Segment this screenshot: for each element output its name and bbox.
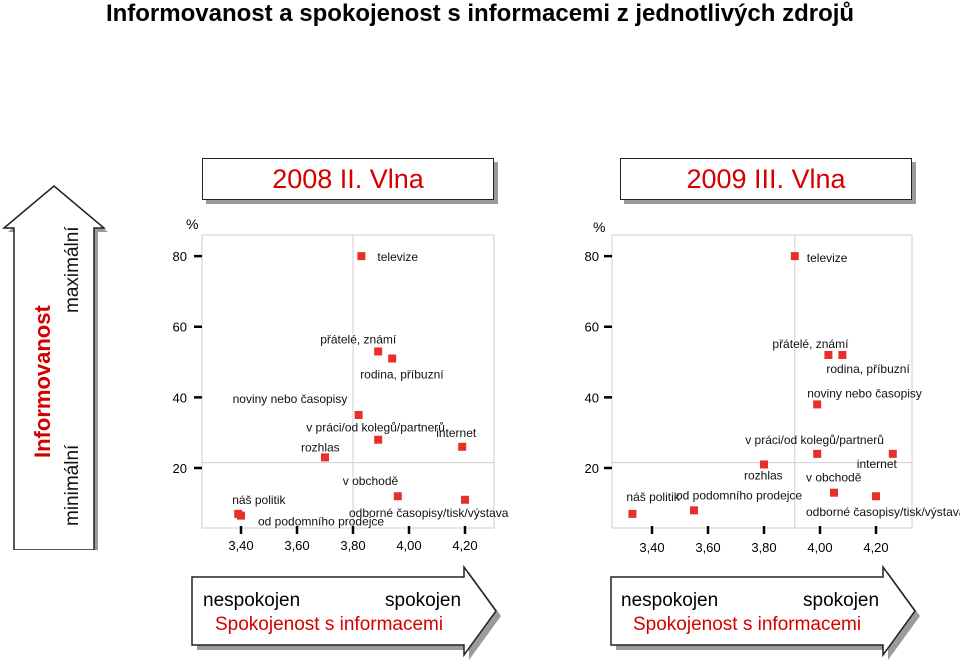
y-unit-label: % [593, 219, 605, 235]
point-label-rozhlas: rozhlas [744, 468, 783, 482]
left-arrow-nespokojen: nespokojen [203, 590, 301, 611]
point-label-noviny-nebo-casopisy: noviny nebo časopisy [233, 392, 348, 406]
plot-frame [611, 234, 913, 529]
page-title: Informovanost a spokojenost s informacem… [105, 0, 855, 27]
point-label-v-obchode: v obchodě [343, 474, 399, 488]
x-tick-label: 3,60 [695, 540, 720, 555]
y-tick-label: 40 [585, 390, 599, 405]
x-tick-label: 4,00 [807, 540, 832, 555]
point-internet [458, 442, 467, 451]
point-label-rodina-pribuzni: rodina, příbuzní [826, 362, 910, 376]
point-label-internet: internet [857, 457, 898, 471]
x-tick-label: 3,60 [284, 538, 309, 553]
point-internet [888, 449, 897, 458]
point-od-podomniho-prodejce [237, 511, 245, 520]
point-label-od-podomniho-prodejce: od podomního prodejce [258, 515, 384, 529]
informovanost-arrow [1, 185, 108, 550]
point-noviny-nebo-casopisy [813, 400, 822, 409]
x-tick-label: 4,20 [863, 540, 888, 555]
point-televize [790, 252, 799, 261]
point-label-rodina-pribuzni: rodina, příbuzní [360, 368, 444, 382]
point-label-od-podomniho-prodejce: od podomního prodejce [676, 488, 802, 502]
point-rozhlas [760, 460, 768, 469]
y-tick-label: 80 [585, 249, 599, 264]
left-arrow-spokojen: spokojen [385, 590, 462, 611]
left-arrow-caption: Spokojenost s informacemi [215, 614, 444, 635]
point-label-noviny-nebo-casopisy: noviny nebo časopisy [807, 386, 922, 400]
right-arrow-spokojen: spokojen [803, 590, 880, 611]
satisfaction-arrow-left [191, 564, 501, 660]
point-noviny-nebo-casopisy [354, 411, 363, 420]
y-tick-label: 40 [173, 390, 187, 405]
point-v-obchode [830, 488, 838, 497]
point-v-praci-od-kolegu-partneru [374, 435, 383, 444]
point-v-obchode [393, 492, 402, 501]
point-televize [357, 252, 366, 261]
point-label-nas-politik: náš politik [626, 490, 680, 504]
point-nas-politik [628, 509, 637, 518]
chart-title-2009: 2009 III. Vlna [620, 158, 912, 200]
point-label-v-praci-od-kolegu-partneru: v práci/od kolegů/partnerů [306, 421, 445, 435]
plot-frame [201, 234, 495, 529]
point-odborne-casopisy-tisk-vystava [872, 492, 880, 501]
point-label-odborne-casopisy-tisk-vystava: odborné časopisy/tisk/výstava [349, 506, 509, 520]
point-rodina-pribuzni [838, 350, 847, 359]
right-arrow-caption: Spokojenost s informacemi [633, 614, 862, 635]
satisfaction-arrow-right [610, 564, 920, 660]
point-label-televize: televize [807, 251, 848, 265]
x-tick-label: 3,80 [340, 538, 365, 553]
x-tick-label: 3,40 [228, 538, 253, 553]
point-label-v-praci-od-kolegu-partneru: v práci/od kolegů/partnerů [745, 433, 884, 447]
chart-title-2008: 2008 II. Vlna [202, 158, 494, 200]
point-label-nas-politik: náš politik [232, 493, 286, 507]
x-tick-label: 4,00 [396, 538, 421, 553]
y-tick-label: 20 [173, 461, 187, 476]
point-rodina-pribuzni [388, 354, 397, 363]
point-od-podomniho-prodejce [690, 506, 698, 515]
x-tick-label: 4,20 [452, 538, 477, 553]
y-unit-label: % [186, 216, 198, 232]
point-odborne-casopisy-tisk-vystava [461, 495, 469, 504]
point-label-v-obchode: v obchodě [806, 471, 862, 485]
y-tick-label: 80 [173, 249, 187, 264]
point-label-odborne-casopisy-tisk-vystava: odborné časopisy/tisk/výstava [806, 505, 960, 519]
x-tick-label: 3,80 [751, 540, 776, 555]
point-pratele-znami [374, 347, 383, 356]
x-tick-label: 3,40 [639, 540, 664, 555]
y-tick-label: 60 [173, 320, 187, 335]
y-tick-label: 20 [585, 461, 599, 476]
point-label-rozhlas: rozhlas [301, 440, 340, 454]
point-rozhlas [321, 453, 329, 462]
point-label-pratele-znami: přátelé, známí [320, 332, 397, 346]
y-tick-label: 60 [585, 320, 599, 335]
point-label-internet: internet [436, 426, 477, 440]
point-pratele-znami [824, 350, 833, 359]
right-arrow-nespokojen: nespokojen [621, 590, 719, 611]
point-v-praci-od-kolegu-partneru [813, 449, 822, 458]
point-label-televize: televize [377, 250, 418, 264]
point-label-pratele-znami: přátelé, známí [772, 337, 849, 351]
